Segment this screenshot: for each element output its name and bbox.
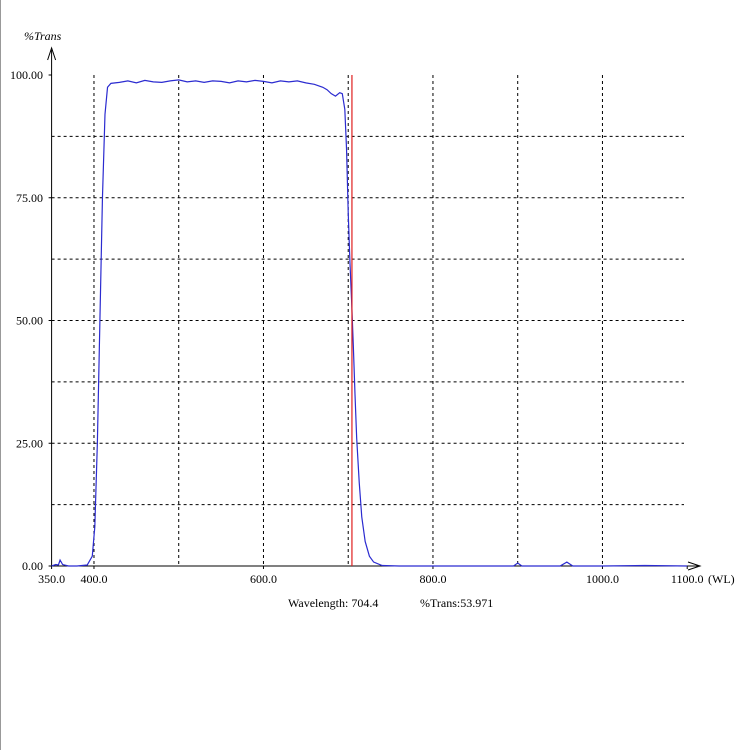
y-tick-label: 25.00 xyxy=(16,436,43,450)
x-tick-label: 600.0 xyxy=(250,572,277,586)
y-tick-label: 100.00 xyxy=(10,68,43,82)
x-axis-arrow xyxy=(687,561,702,571)
x-axis-label: (WL) xyxy=(708,572,735,586)
x-tick-label: 1000.0 xyxy=(586,572,619,586)
y-tick-label: 0.00 xyxy=(22,559,43,573)
y-axis-arrow xyxy=(47,46,57,61)
cursor-trans: %Trans:53.971 xyxy=(420,596,493,610)
y-axis-label: %Trans xyxy=(24,29,62,43)
y-tick-label: 75.00 xyxy=(16,191,43,205)
spectrum-line xyxy=(51,79,688,567)
x-tick-label: 800.0 xyxy=(419,572,446,586)
cursor-wavelength: Wavelength: 704.4 xyxy=(288,596,378,610)
x-tick-label: 1100.0 xyxy=(671,572,704,586)
x-tick-label: 400.0 xyxy=(80,572,107,586)
y-tick-label: 50.00 xyxy=(16,314,43,328)
x-tick-label: 350.0 xyxy=(38,572,65,586)
